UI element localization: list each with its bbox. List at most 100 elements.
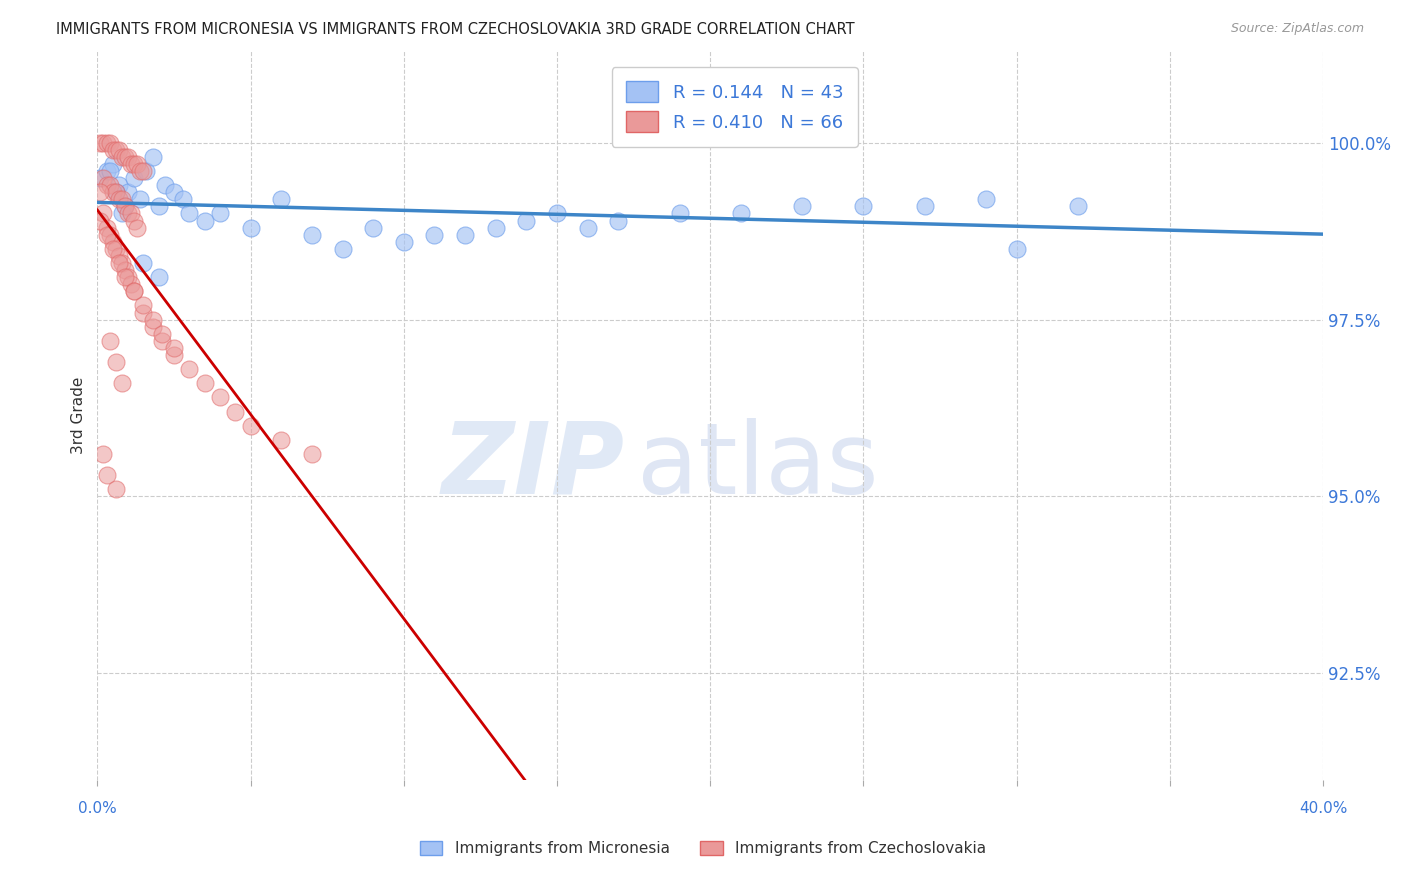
Point: [122, 285, 145, 299]
Point: [89, 136, 111, 150]
Point: [163, 341, 186, 355]
Point: [239, 220, 262, 235]
Point: [132, 164, 155, 178]
Text: Source: ZipAtlas.com: Source: ZipAtlas.com: [1230, 22, 1364, 36]
Point: [141, 150, 163, 164]
Point: [239, 418, 262, 433]
Point: [208, 206, 231, 220]
Point: [96, 164, 118, 178]
Point: [93, 447, 115, 461]
Point: [179, 362, 201, 376]
Point: [120, 206, 142, 220]
Text: 40.0%: 40.0%: [1299, 801, 1347, 816]
Point: [93, 206, 115, 220]
Point: [914, 199, 936, 213]
Point: [208, 391, 231, 405]
Point: [101, 242, 124, 256]
Point: [150, 326, 173, 341]
Point: [107, 143, 129, 157]
Point: [101, 235, 124, 249]
Point: [132, 256, 155, 270]
Point: [129, 164, 152, 178]
Point: [332, 242, 354, 256]
Point: [301, 447, 323, 461]
Point: [89, 213, 111, 227]
Point: [301, 227, 323, 242]
Point: [129, 192, 152, 206]
Point: [104, 143, 127, 157]
Point: [122, 213, 145, 227]
Point: [104, 185, 127, 199]
Point: [132, 305, 155, 319]
Point: [111, 150, 134, 164]
Point: [194, 376, 217, 391]
Text: ZIP: ZIP: [441, 417, 624, 515]
Point: [98, 227, 121, 242]
Point: [546, 206, 568, 220]
Point: [117, 270, 139, 285]
Point: [668, 206, 690, 220]
Point: [515, 213, 537, 227]
Y-axis label: 3rd Grade: 3rd Grade: [72, 376, 86, 454]
Point: [114, 199, 136, 213]
Point: [792, 199, 814, 213]
Point: [485, 220, 508, 235]
Point: [1067, 199, 1090, 213]
Point: [114, 270, 136, 285]
Point: [127, 220, 149, 235]
Legend: Immigrants from Micronesia, Immigrants from Czechoslovakia: Immigrants from Micronesia, Immigrants f…: [413, 835, 993, 862]
Point: [107, 249, 129, 263]
Point: [172, 192, 194, 206]
Point: [141, 319, 163, 334]
Point: [114, 263, 136, 277]
Text: IMMIGRANTS FROM MICRONESIA VS IMMIGRANTS FROM CZECHOSLOVAKIA 3RD GRADE CORRELATI: IMMIGRANTS FROM MICRONESIA VS IMMIGRANTS…: [56, 22, 855, 37]
Point: [117, 150, 139, 164]
Point: [194, 213, 217, 227]
Point: [852, 199, 875, 213]
Point: [98, 136, 121, 150]
Point: [98, 334, 121, 348]
Point: [148, 199, 170, 213]
Point: [114, 150, 136, 164]
Point: [132, 298, 155, 312]
Point: [270, 192, 292, 206]
Point: [127, 157, 149, 171]
Point: [111, 192, 134, 206]
Point: [122, 285, 145, 299]
Point: [104, 483, 127, 497]
Point: [111, 376, 134, 391]
Point: [107, 178, 129, 193]
Point: [576, 220, 599, 235]
Point: [104, 242, 127, 256]
Text: 0.0%: 0.0%: [77, 801, 117, 816]
Point: [1005, 242, 1028, 256]
Point: [96, 220, 118, 235]
Point: [150, 334, 173, 348]
Point: [93, 171, 115, 186]
Point: [361, 220, 384, 235]
Point: [98, 164, 121, 178]
Point: [730, 206, 752, 220]
Text: atlas: atlas: [637, 417, 879, 515]
Point: [93, 136, 115, 150]
Point: [122, 171, 145, 186]
Point: [104, 355, 127, 369]
Point: [120, 277, 142, 292]
Point: [454, 227, 477, 242]
Point: [89, 185, 111, 199]
Point: [148, 270, 170, 285]
Point: [153, 178, 176, 193]
Point: [101, 143, 124, 157]
Point: [270, 433, 292, 447]
Point: [179, 206, 201, 220]
Point: [117, 206, 139, 220]
Point: [607, 213, 630, 227]
Point: [96, 178, 118, 193]
Point: [392, 235, 415, 249]
Point: [101, 157, 124, 171]
Point: [96, 227, 118, 242]
Point: [96, 136, 118, 150]
Point: [117, 185, 139, 199]
Point: [89, 171, 111, 186]
Point: [104, 185, 127, 199]
